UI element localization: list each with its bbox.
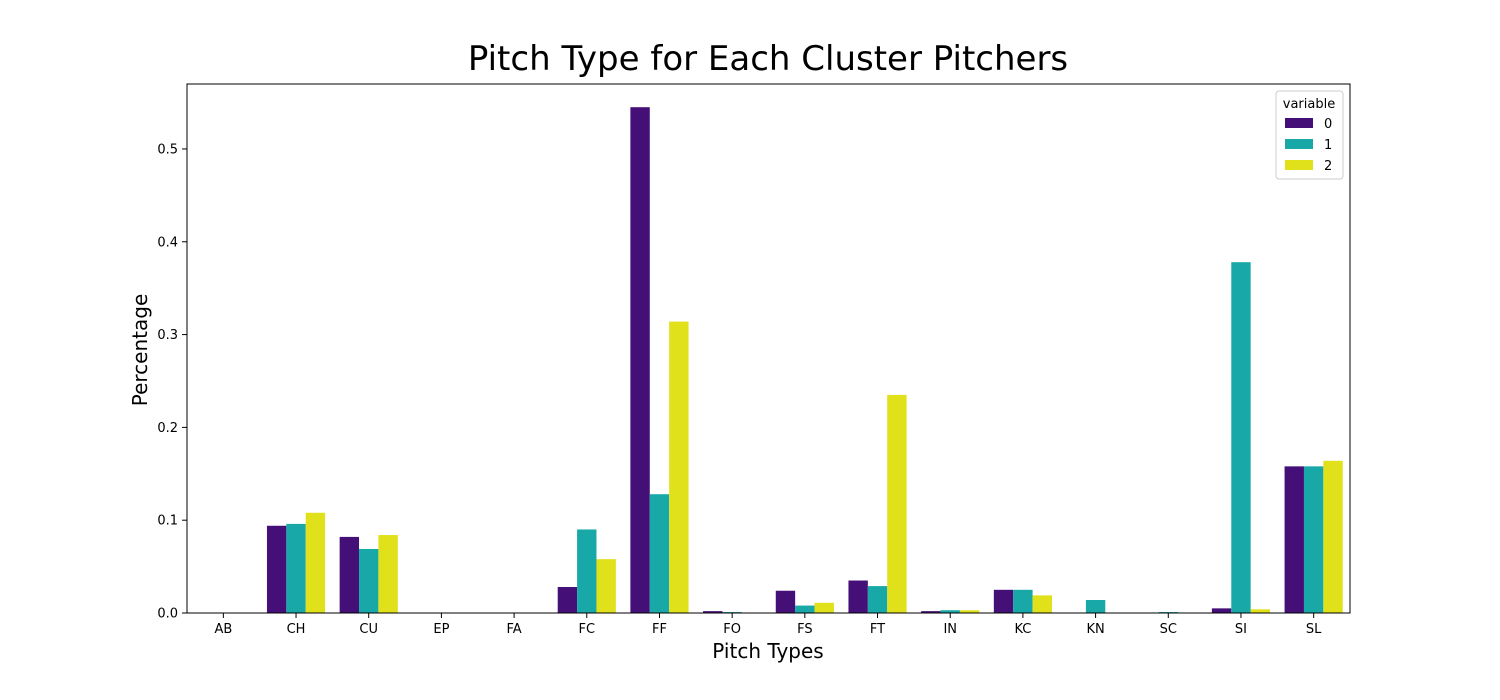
bar-FC-series-0 [557,587,578,613]
x-tick-label-KC: KC [1014,622,1031,637]
bar-IN-series-0 [921,611,941,613]
bar-CH-series-0 [266,525,287,613]
y-tick-label: 0.4 [157,235,178,250]
bar-KC-series-1 [1013,589,1033,613]
x-tick-label-FS: FS [797,622,813,637]
y-tick-label: 0.0 [157,607,178,622]
bar-FS-series-0 [775,590,796,613]
x-tick-label-SC: SC [1160,622,1177,637]
x-axis-label: Pitch Types [712,639,823,663]
y-tick-label: 0.2 [157,421,178,436]
bars-group [194,107,1343,613]
x-tick-label-KN: KN [1086,622,1104,637]
chart-title: Pitch Type for Each Cluster Pitchers [468,39,1068,79]
legend-items: 0 1 2 [1285,117,1332,174]
x-tick-label-CH: CH [287,622,306,637]
bar-SL-series-0 [1284,466,1304,613]
plot-frame [186,83,1351,614]
x-tick-label-AB: AB [214,622,232,637]
bar-CH-series-1 [286,523,306,613]
y-tick-label: 0.5 [157,142,178,157]
bar-FF-series-1 [649,494,670,613]
x-tick-label-FO: FO [723,622,741,637]
bar-SI-series-0 [1211,608,1232,613]
x-tick-label-SL: SL [1306,622,1322,637]
bar-FS-series-1 [795,605,815,613]
y-axis: 0.0 0.1 0.2 0.3 0.4 0.5 [157,142,187,622]
bar-SI-series-2 [1250,609,1271,613]
bar-FC-series-1 [577,529,597,613]
bar-IN-series-2 [959,610,980,613]
bar-CH-series-2 [305,512,326,613]
x-tick-label-FA: FA [507,622,522,637]
bar-KC-series-0 [993,589,1014,613]
bar-FC-series-2 [596,559,616,613]
legend: variable 0 1 2 [1275,90,1344,180]
bar-FF-series-2 [669,321,689,613]
bar-SL-series-2 [1323,460,1343,613]
legend-label-1: 1 [1324,138,1332,153]
bar-SI-series-1 [1231,262,1251,613]
bar-CU-series-2 [378,535,398,613]
legend-box [1275,90,1344,180]
x-tick-label-SI: SI [1235,622,1247,637]
x-tick-label-IN: IN [943,622,957,637]
bar-KC-series-2 [1032,595,1052,613]
x-tick-label-EP: EP [433,622,449,637]
bar-FO-series-0 [703,611,723,613]
bar-KN-series-1 [1085,600,1106,613]
bar-CU-series-0 [339,536,360,613]
x-axis: AB CH CU EP FA FC FF FO FS FT IN KC KN SC SI SL [214,613,1322,637]
x-tick-label-FF: FF [652,622,667,637]
legend-title: variable [1283,97,1335,112]
x-tick-label-FT: FT [870,622,885,637]
bar-FT-series-0 [848,580,868,613]
y-tick-label: 0.1 [157,514,178,529]
legend-swatch-2 [1285,160,1313,170]
x-tick-label-CU: CU [359,622,378,637]
bar-FS-series-2 [814,602,834,613]
legend-label-0: 0 [1324,117,1332,132]
bar-SL-series-1 [1303,466,1324,613]
legend-swatch-0 [1285,118,1313,128]
bar-FF-series-0 [630,107,650,613]
bar-IN-series-1 [940,610,960,613]
bar-FT-series-1 [867,586,888,613]
bar-FT-series-2 [887,394,907,613]
y-tick-label: 0.3 [157,328,178,343]
bar-CU-series-1 [359,548,379,613]
x-tick-label-FC: FC [579,622,596,637]
legend-label-2: 2 [1324,159,1332,174]
y-axis-label: Percentage [128,294,152,407]
legend-swatch-1 [1285,139,1313,149]
